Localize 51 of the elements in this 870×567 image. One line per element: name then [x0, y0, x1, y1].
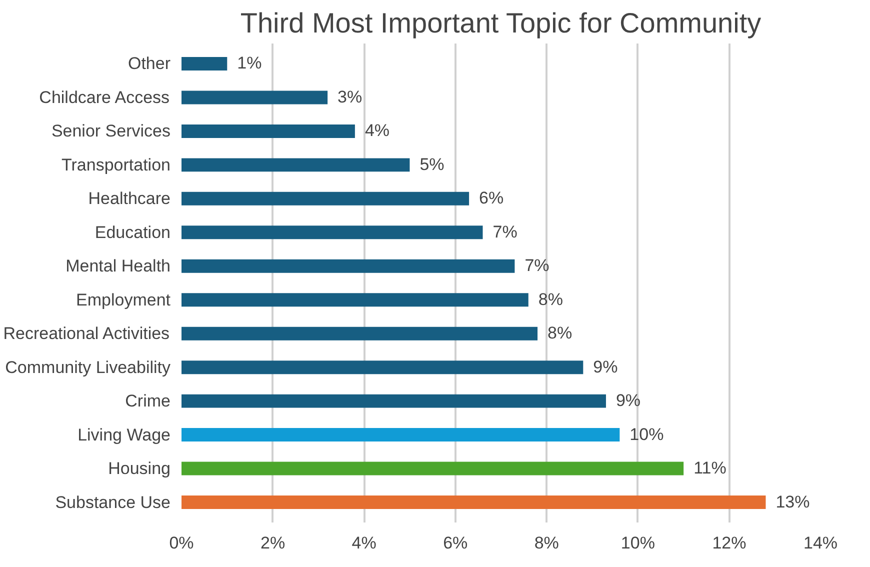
bar — [182, 56, 228, 70]
y-tick-label: Crime — [125, 392, 171, 411]
y-tick-label: Senior Services — [51, 122, 171, 141]
y-tick-label: Transportation — [62, 155, 171, 174]
x-tick-label: 10% — [620, 534, 655, 552]
bar — [182, 496, 766, 510]
data-label: 1% — [237, 54, 262, 73]
bar — [182, 192, 470, 206]
bar — [182, 360, 584, 374]
data-label: 6% — [479, 188, 504, 208]
data-label: 10% — [630, 424, 664, 444]
bar — [182, 90, 328, 104]
data-label: 9% — [593, 357, 618, 376]
y-tick-label: Healthcare — [88, 189, 171, 208]
bar — [182, 462, 684, 476]
bar — [182, 428, 620, 442]
bar — [182, 226, 483, 240]
y-tick-label: Mental Health — [66, 256, 170, 276]
y-tick-label: Community Liveability — [5, 358, 171, 377]
x-tick-label: 14% — [803, 534, 838, 552]
data-label: 4% — [364, 121, 390, 140]
bar — [182, 124, 355, 138]
data-label: 13% — [776, 492, 810, 512]
data-label: 7% — [492, 222, 518, 242]
data-label: 9% — [616, 391, 641, 410]
chart-title: Third Most Important Topic for Community — [240, 8, 762, 38]
bar — [182, 259, 515, 273]
y-tick-label: Housing — [108, 459, 171, 478]
x-tick-label: 8% — [534, 534, 559, 552]
x-tick-label: 4% — [352, 534, 376, 552]
x-tick-label: 0% — [169, 534, 194, 552]
y-tick-label: Education — [94, 222, 171, 242]
y-tick-label: Childcare Access — [39, 88, 170, 107]
bar — [182, 394, 606, 408]
bar — [182, 326, 538, 340]
y-tick-label: Recreational Activities — [3, 324, 170, 344]
y-tick-label: Substance Use — [55, 492, 171, 512]
data-label: 8% — [538, 290, 563, 309]
data-label: 3% — [338, 87, 362, 106]
bar — [182, 293, 528, 307]
x-tick-label: 2% — [260, 534, 286, 552]
bar — [182, 158, 410, 172]
x-tick-label: 6% — [443, 534, 468, 552]
data-label: 7% — [524, 256, 550, 276]
data-label: 8% — [548, 324, 572, 343]
y-tick-label: Other — [128, 54, 171, 74]
y-tick-label: Employment — [76, 290, 171, 310]
data-label: 5% — [420, 154, 444, 174]
data-label: 11% — [694, 458, 726, 478]
y-tick-label: Living Wage — [78, 425, 171, 444]
x-tick-label: 12% — [712, 534, 746, 552]
